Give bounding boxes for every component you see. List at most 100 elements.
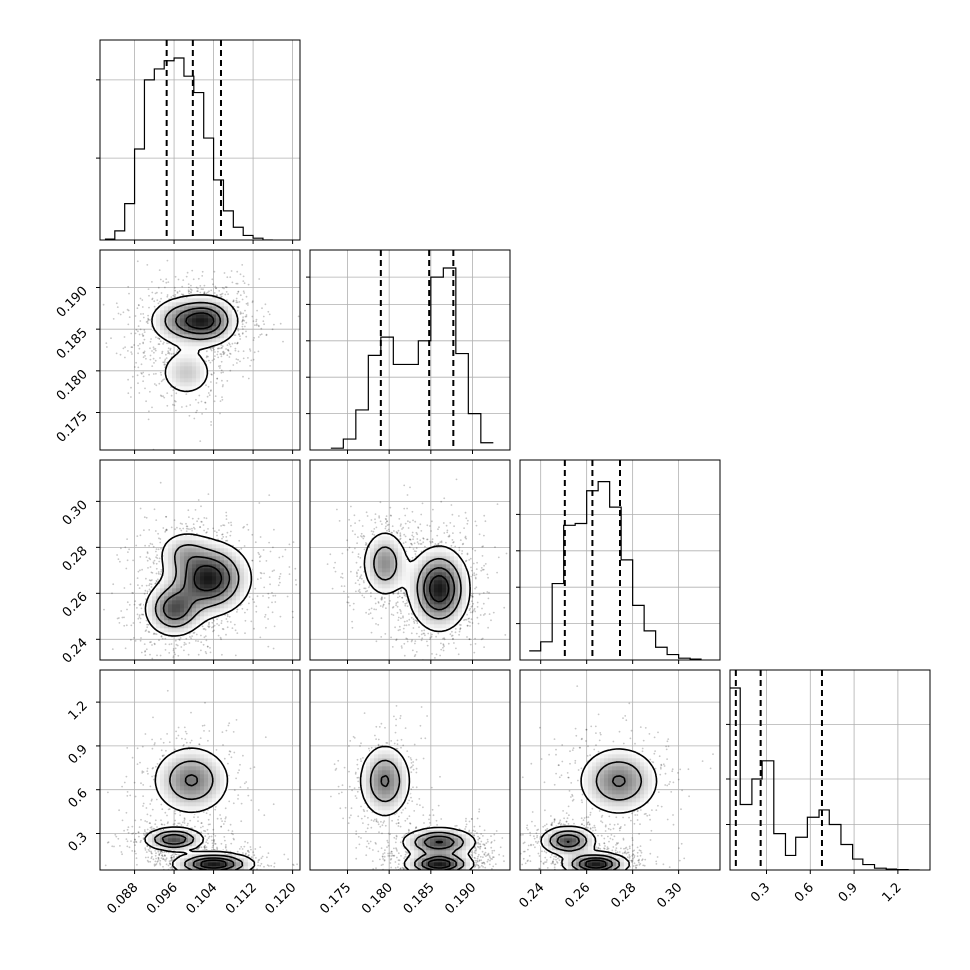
density-cell: [184, 624, 189, 629]
scatter-point: [162, 361, 165, 364]
scatter-point: [237, 306, 240, 309]
scatter-point: [112, 318, 115, 320]
scatter-point: [389, 514, 392, 517]
scatter-point: [404, 604, 407, 607]
density-cell: [240, 592, 245, 597]
scatter-point: [389, 600, 391, 602]
scatter-point: [200, 634, 202, 637]
scatter-point: [200, 649, 202, 652]
density-cell: [188, 620, 193, 625]
density-cell: [176, 374, 181, 379]
scatter-point: [390, 636, 392, 639]
scatter-point: [168, 643, 171, 646]
scatter-point: [238, 333, 240, 335]
density-cell: [216, 298, 221, 303]
density-cell: [168, 588, 173, 593]
density-cell: [212, 572, 217, 577]
density-cell: [240, 576, 245, 581]
scatter-point: [162, 379, 164, 381]
scatter-point: [394, 626, 396, 629]
density-cell: [184, 536, 189, 541]
scatter-point: [144, 630, 147, 632]
scatter-point: [119, 313, 122, 316]
scatter-point: [257, 551, 260, 554]
scatter-point: [132, 592, 135, 594]
scatter-point: [207, 625, 210, 628]
density-cell: [160, 596, 165, 601]
scatter-point: [151, 281, 153, 283]
scatter-point: [165, 515, 168, 518]
scatter-point: [213, 629, 215, 632]
scatter-point: [190, 291, 192, 293]
scatter-point: [481, 568, 484, 571]
scatter-point: [127, 378, 129, 381]
scatter-point: [148, 588, 151, 591]
density-cell: [176, 370, 181, 375]
density-cell: [216, 600, 221, 605]
density-cell: [212, 608, 217, 613]
scatter-point: [180, 646, 183, 648]
scatter-point: [401, 528, 403, 530]
density-cell: [196, 330, 201, 335]
density-cell: [216, 608, 221, 613]
scatter-point: [236, 301, 239, 304]
density-cell: [180, 362, 185, 367]
scatter-point: [262, 549, 265, 551]
scatter-point: [222, 352, 225, 355]
scatter-point: [380, 599, 383, 601]
density-cell: [180, 302, 185, 307]
scatter-point: [159, 340, 162, 343]
scatter-point: [149, 390, 151, 393]
scatter-point: [486, 573, 489, 576]
scatter-point: [248, 596, 251, 598]
scatter-point: [229, 369, 232, 372]
scatter-point: [254, 324, 256, 327]
scatter-point: [136, 260, 139, 263]
density-cell: [212, 612, 217, 617]
scatter-point: [224, 293, 227, 296]
density-cell: [204, 600, 209, 605]
density-cell: [192, 338, 197, 343]
density-cell: [196, 370, 201, 375]
scatter-point: [458, 549, 461, 552]
scatter-point: [247, 529, 250, 531]
density-cell: [176, 576, 181, 581]
density-cell: [208, 334, 213, 339]
density-cell: [208, 298, 213, 303]
scatter-point: [439, 654, 441, 657]
density-cell: [240, 596, 245, 601]
scatter-point: [220, 369, 223, 372]
scatter-point: [115, 302, 118, 305]
scatter-point: [183, 641, 186, 644]
scatter-point: [222, 351, 224, 354]
scatter-point: [464, 535, 467, 538]
density-cell: [148, 600, 153, 605]
density-cell: [176, 540, 181, 545]
scatter-point: [131, 375, 134, 378]
scatter-point: [188, 516, 190, 518]
scatter-point: [237, 350, 240, 353]
scatter-point: [227, 522, 230, 524]
density-cell: [212, 552, 217, 557]
density-cell: [232, 560, 237, 565]
scatter-point: [142, 334, 145, 337]
density-cell: [184, 358, 189, 363]
scatter-point: [253, 337, 256, 339]
scatter-point: [356, 575, 358, 578]
scatter-point: [203, 517, 206, 519]
scatter-point: [169, 347, 172, 350]
scatter-point: [223, 287, 225, 290]
y-tick-label: 0.26: [60, 590, 91, 621]
density-cell: [192, 382, 197, 387]
density-cell: [200, 600, 205, 605]
scatter-point: [358, 519, 361, 522]
scatter-point: [221, 286, 224, 289]
scatter-point: [168, 352, 171, 355]
scatter-point: [144, 544, 147, 547]
panel-frame: [99, 39, 301, 241]
scatter-point: [206, 291, 209, 294]
density-cell: [192, 556, 197, 561]
scatter-point: [399, 535, 402, 537]
scatter-point: [221, 345, 224, 347]
density-cell: [168, 540, 173, 545]
